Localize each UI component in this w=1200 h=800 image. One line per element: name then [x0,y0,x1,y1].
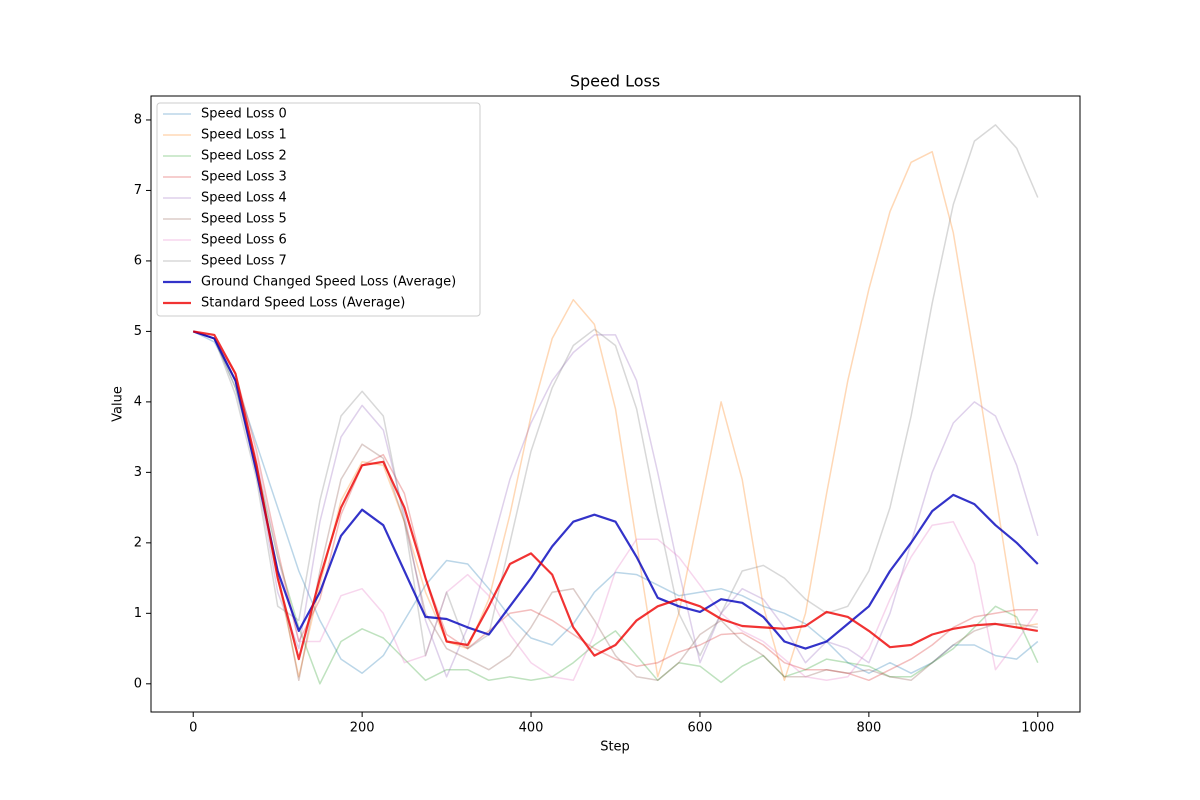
y-axis-label: Value [111,386,126,422]
series-line [192,330,1038,682]
y-tick-label: 1 [134,606,142,621]
y-tick-label: 3 [134,465,142,480]
legend-label: Speed Loss 4 [201,191,287,206]
legend-label: Speed Loss 0 [201,107,287,122]
y-tick-label: 2 [134,535,142,550]
x-tick-label: 400 [519,721,544,736]
y-tick-label: 6 [134,253,142,268]
x-tick-label: 600 [688,721,713,736]
series-line [192,330,1039,682]
x-axis-label: Step [600,740,630,755]
legend-label: Speed Loss 1 [201,128,287,143]
legend-label: Speed Loss 7 [201,254,287,269]
legend-label: Speed Loss 3 [201,170,287,185]
legend-label: Speed Loss 5 [201,212,287,227]
series-line [192,330,1039,678]
y-tick-label: 0 [134,676,142,691]
x-tick-label: 800 [856,721,881,736]
x-tick-label: 1000 [1021,721,1054,736]
series-line [192,124,1039,657]
y-tick-label: 7 [134,183,142,198]
chart-title: Speed Loss [570,72,660,91]
series-line [192,330,1039,674]
series-line [193,330,1038,661]
y-tick-label: 8 [134,112,142,127]
legend-label: Speed Loss 2 [201,149,287,164]
x-tick-label: 0 [189,721,197,736]
legend-label: Standard Speed Loss (Average) [201,296,405,311]
legend-box [156,102,481,317]
plot-frame [150,95,1081,713]
series-line [192,330,1039,650]
legend-label: Speed Loss 6 [201,233,287,248]
x-tick-label: 200 [350,721,375,736]
y-tick-label: 5 [134,324,142,339]
series-line [192,330,1039,685]
legend-label: Ground Changed Speed Loss (Average) [201,275,456,290]
series-line [192,330,1038,682]
y-tick-label: 4 [134,394,142,409]
